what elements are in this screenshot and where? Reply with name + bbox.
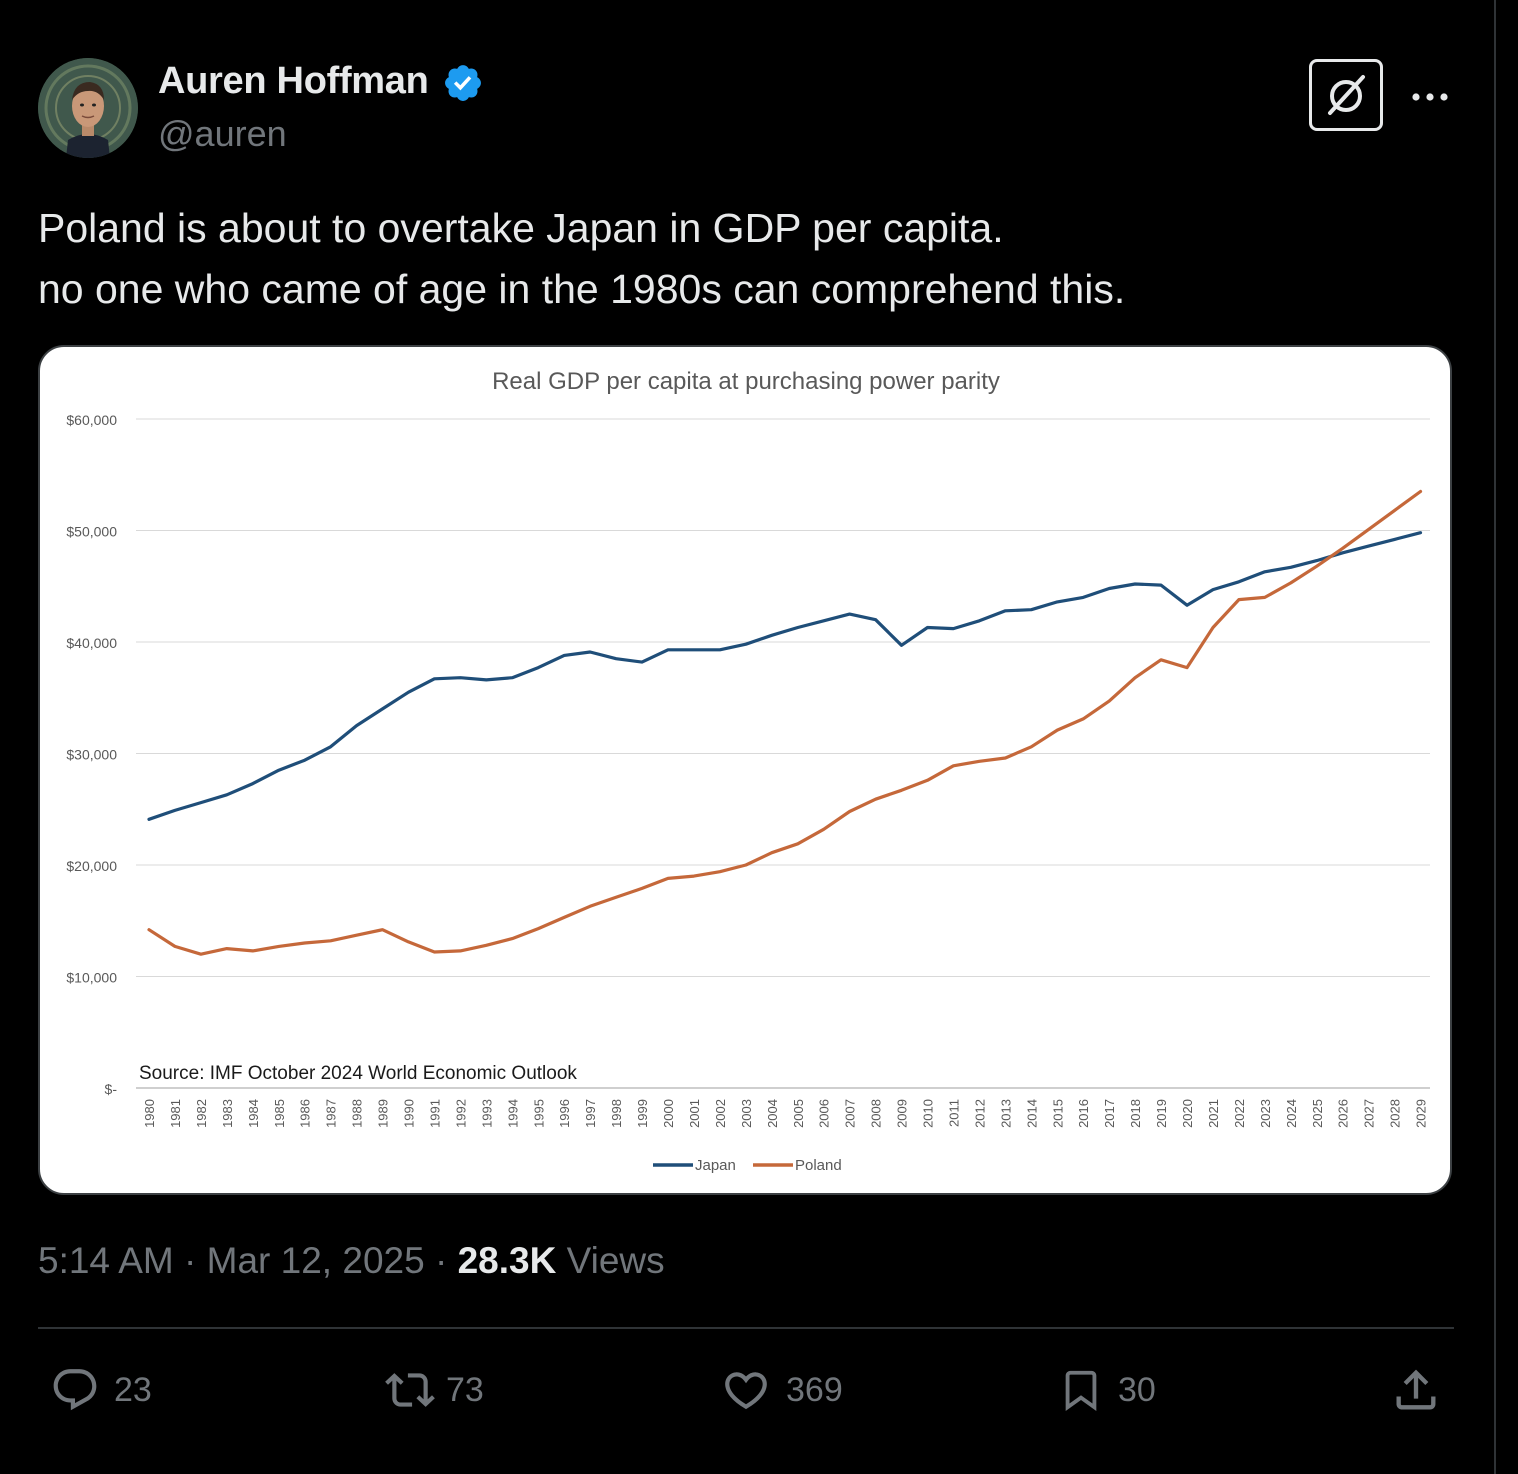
x-tick-label: 1984 [246,1099,261,1128]
bookmark-icon [1065,1370,1097,1411]
x-tick-label: 2007 [843,1099,858,1128]
x-tick-label: 1997 [583,1099,598,1128]
repost-icon [385,1373,435,1407]
x-tick-label: 2005 [791,1099,806,1128]
x-tick-label: 1991 [427,1099,442,1128]
verified-badge-icon [445,65,481,101]
heart-icon [725,1372,767,1410]
x-tick-label: 2025 [1310,1099,1325,1128]
x-tick-label: 2011 [946,1099,961,1127]
x-tick-label: 2016 [1076,1099,1091,1128]
x-tick-label: 2027 [1362,1099,1377,1128]
x-tick-label: 2019 [1154,1099,1169,1128]
y-tick-label: $40,000 [66,635,117,651]
y-tick-label: $30,000 [66,747,117,763]
tweet-media-chart[interactable]: Real GDP per capita at purchasing power … [38,345,1452,1195]
x-tick-label: 2001 [687,1099,702,1128]
tweet-date[interactable]: Mar 12, 2025 [206,1240,425,1281]
x-tick-label: 2009 [895,1099,910,1128]
x-tick-label: 1990 [402,1099,417,1128]
grok-button[interactable] [1309,59,1383,131]
x-tick-label: 1989 [376,1099,391,1128]
x-tick-label: 1980 [142,1099,157,1128]
x-tick-label: 2015 [1050,1099,1065,1128]
y-tick-label: $60,000 [66,412,117,428]
x-tick-label: 2013 [998,1099,1013,1128]
gdp-line-chart: Real GDP per capita at purchasing power … [66,368,1430,1174]
x-tick-label: 1995 [531,1099,546,1128]
x-tick-label: 2024 [1284,1099,1299,1128]
grok-icon [1328,75,1365,115]
more-icon[interactable] [1410,82,1450,112]
x-tick-label: 2012 [972,1099,987,1128]
chart-source-annotation: Source: IMF October 2024 World Economic … [139,1063,577,1084]
like-count: 369 [786,1370,843,1409]
meta-separator: · [173,1240,207,1281]
x-tick-label: 1981 [168,1099,183,1128]
share-button[interactable] [1390,1362,1442,1418]
chart-title: Real GDP per capita at purchasing power … [492,368,1000,395]
x-tick-label: 2023 [1258,1099,1273,1128]
share-icon [1396,1369,1436,1410]
column-border [1494,0,1496,1474]
series-line-poland [147,489,1423,956]
author-name[interactable]: Auren Hoffman [158,60,429,102]
x-tick-label: 1994 [505,1099,520,1128]
x-tick-label: 1986 [298,1099,313,1128]
repost-count: 73 [446,1370,484,1409]
reply-button[interactable]: 23 [50,1362,152,1418]
x-tick-label: 1998 [609,1099,624,1128]
x-tick-label: 2020 [1180,1099,1195,1128]
x-tick-label: 2002 [713,1099,728,1128]
bookmark-count: 30 [1118,1370,1156,1409]
tweet-time[interactable]: 5:14 AM [38,1240,174,1281]
x-tick-label: 2029 [1414,1099,1429,1128]
x-tick-label: 2014 [1024,1099,1039,1128]
reply-count: 23 [114,1370,152,1409]
x-tick-label: 1999 [635,1099,650,1128]
x-tick-label: 1992 [453,1099,468,1128]
legend-label-poland: Poland [795,1157,842,1174]
x-tick-label: 2010 [921,1099,936,1128]
x-tick-label: 1985 [272,1099,287,1128]
repost-button[interactable]: 73 [382,1362,484,1418]
x-tick-label: 1983 [220,1099,235,1128]
x-tick-label: 2008 [869,1099,884,1128]
x-tick-label: 2017 [1102,1099,1117,1128]
x-tick-label: 2026 [1336,1099,1351,1128]
reply-icon [53,1369,97,1411]
y-tick-label: $20,000 [66,858,117,874]
views-label: Views [556,1240,665,1281]
tweet-meta: 5:14 AM · Mar 12, 2025 · 28.3K Views [38,1240,665,1282]
x-tick-label: 1988 [350,1099,365,1128]
x-tick-label: 1993 [479,1099,494,1128]
x-tick-label: 2018 [1128,1099,1143,1128]
divider [38,1327,1454,1329]
x-tick-label: 1996 [557,1099,572,1128]
tweet-text: Poland is about to overtake Japan in GDP… [38,205,1126,312]
bookmark-button[interactable]: 30 [1058,1362,1156,1418]
x-tick-label: 1987 [324,1099,339,1128]
views-count: 28.3K [457,1240,557,1281]
x-tick-label: 2006 [817,1099,832,1128]
x-tick-label: 2000 [661,1099,676,1128]
y-tick-label: $10,000 [66,970,117,986]
x-tick-label: 2028 [1388,1099,1403,1128]
x-tick-label: 1982 [194,1099,209,1128]
y-tick-label: $- [105,1081,118,1097]
avatar[interactable] [38,58,138,158]
series-line-japan [147,531,1423,821]
author-handle[interactable]: @auren [158,113,287,154]
x-tick-label: 2004 [765,1099,780,1128]
x-tick-label: 2022 [1232,1099,1247,1128]
x-tick-label: 2021 [1206,1099,1221,1128]
legend-label-japan: Japan [695,1157,736,1174]
like-button[interactable]: 369 [720,1362,843,1418]
meta-separator: · [424,1240,458,1281]
x-tick-label: 2003 [739,1099,754,1128]
y-tick-label: $50,000 [66,524,117,540]
